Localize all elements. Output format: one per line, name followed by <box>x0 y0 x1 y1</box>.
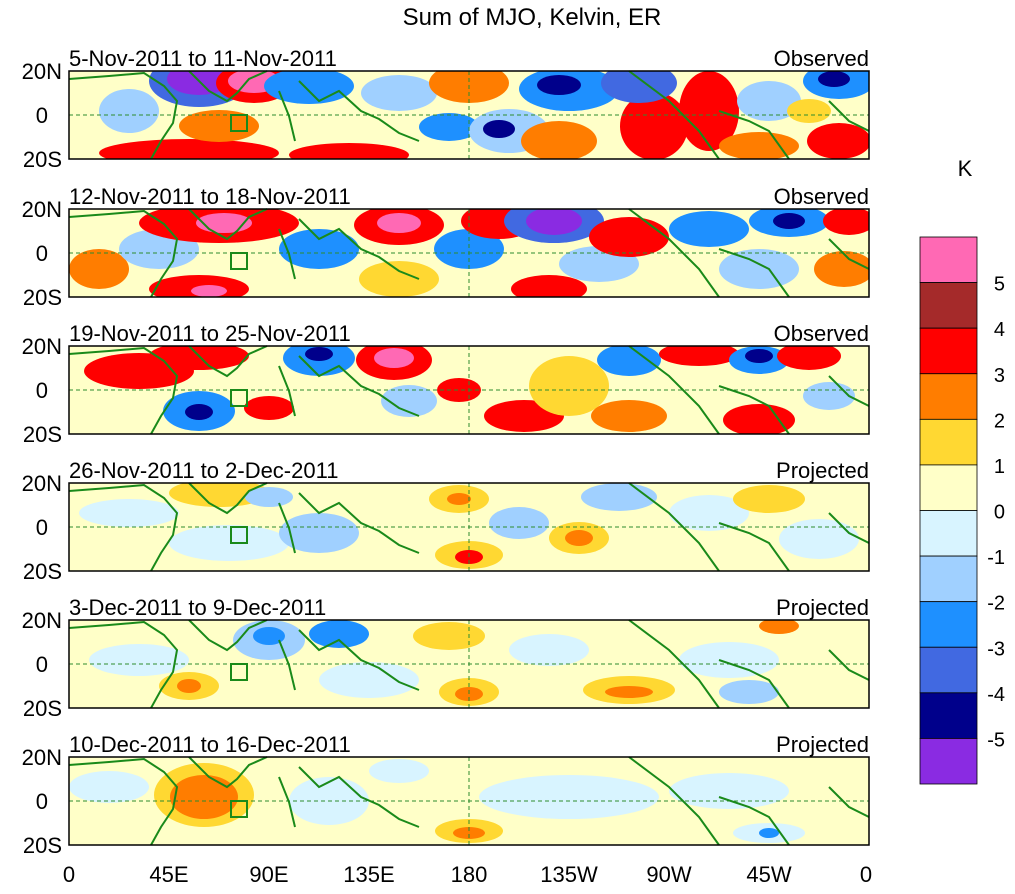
panel-status: Observed <box>774 321 869 346</box>
colorbar-label: -4 <box>987 684 1005 706</box>
map-panel: 5-Nov-2011 to 11-Nov-2011 Observed <box>68 46 870 160</box>
colorbar-label: 0 <box>994 502 1005 524</box>
lon-label: 90W <box>646 862 691 887</box>
colorbar-label: -3 <box>987 638 1005 660</box>
colorbar-swatch <box>919 555 978 603</box>
panel-date-range: 3-Dec-2011 to 9-Dec-2011 <box>69 595 326 620</box>
lat-label: 20S <box>23 285 62 310</box>
colorbar-label: 5 <box>994 274 1005 296</box>
colorbar-swatch <box>919 418 978 466</box>
panel-date-range: 5-Nov-2011 to 11-Nov-2011 <box>69 46 337 71</box>
colorbar-label: 2 <box>994 410 1005 432</box>
lat-label: 20S <box>23 833 62 858</box>
lon-label: 135E <box>343 862 394 887</box>
lon-label: 90E <box>249 862 288 887</box>
panel-date-range: 19-Nov-2011 to 25-Nov-2011 <box>69 321 351 346</box>
anomaly-field <box>69 209 869 297</box>
anomaly-field <box>89 620 799 706</box>
map-panel: 26-Nov-2011 to 2-Dec-2011 Projected <box>68 458 870 572</box>
lat-label: 20N <box>22 471 62 496</box>
panel-status: Observed <box>774 46 869 71</box>
lat-label: 0 <box>36 789 48 814</box>
lat-label: 20S <box>23 696 62 721</box>
lat-label: 20S <box>23 422 62 447</box>
anomaly-field <box>79 483 859 569</box>
colorbar-swatch <box>919 282 978 329</box>
lat-label: 0 <box>36 652 48 677</box>
colorbar-swatch <box>919 327 978 375</box>
panel-status: Projected <box>776 458 869 483</box>
lon-labels: 0 45E 90E 135E 180 135W 90W 45W 0 <box>63 862 872 887</box>
anomaly-field <box>84 346 855 434</box>
lat-label: 20N <box>22 745 62 770</box>
panel-status: Observed <box>774 184 869 209</box>
lat-label: 0 <box>36 378 48 403</box>
colorbar: 5 4 3 2 1 0 -1 -2 -3 -4 -5 <box>919 236 1005 785</box>
colorbar-swatch <box>919 510 978 557</box>
lat-label: 0 <box>36 103 48 128</box>
lat-label: 20N <box>22 59 62 84</box>
colorbar-label: 3 <box>994 365 1005 387</box>
colorbar-swatch <box>919 646 978 694</box>
lon-label: 0 <box>63 862 75 887</box>
lat-label: 20N <box>22 197 62 222</box>
figure-title: Sum of MJO, Kelvin, ER <box>403 4 662 31</box>
colorbar-label: 1 <box>994 456 1005 478</box>
colorbar-label: -1 <box>987 547 1005 569</box>
colorbar-unit: K <box>958 156 973 181</box>
anomaly-field <box>69 759 805 843</box>
lat-label: 0 <box>36 241 48 266</box>
lon-label: 45E <box>149 862 188 887</box>
map-panel: 19-Nov-2011 to 25-Nov-2011 Observed <box>68 321 870 435</box>
colorbar-label: -5 <box>987 729 1005 751</box>
lon-label: 45W <box>746 862 791 887</box>
lat-label: 20N <box>22 334 62 359</box>
map-panel: 10-Dec-2011 to 16-Dec-2011 Projected <box>68 732 870 846</box>
colorbar-swatch <box>919 601 978 648</box>
panel-date-range: 12-Nov-2011 to 18-Nov-2011 <box>69 184 351 209</box>
lon-label: 135W <box>540 862 598 887</box>
panel-status: Projected <box>776 732 869 757</box>
colorbar-label: 4 <box>994 319 1005 341</box>
lat-label: 20S <box>23 147 62 172</box>
colorbar-swatch <box>919 236 978 283</box>
anomaly-field <box>99 71 869 159</box>
panel-status: Projected <box>776 595 869 620</box>
panel-date-range: 26-Nov-2011 to 2-Dec-2011 <box>69 458 338 483</box>
colorbar-swatch <box>919 692 978 739</box>
panel-date-range: 10-Dec-2011 to 16-Dec-2011 <box>69 732 351 757</box>
lat-labels: 20N 0 20S 20N 0 20S 20N 0 20S 20N 0 20S … <box>22 59 62 858</box>
colorbar-swatch <box>919 738 978 785</box>
lat-label: 20S <box>23 559 62 584</box>
lon-label: 180 <box>451 862 488 887</box>
colorbar-label: -2 <box>987 593 1005 615</box>
colorbar-swatch <box>919 464 978 511</box>
lat-label: 20N <box>22 608 62 633</box>
lon-label: 0 <box>860 862 872 887</box>
colorbar-swatch <box>919 373 978 420</box>
map-panel: 3-Dec-2011 to 9-Dec-2011 Projected <box>68 595 870 709</box>
lat-label: 0 <box>36 515 48 540</box>
map-panel: 12-Nov-2011 to 18-Nov-2011 Observed <box>68 184 870 298</box>
